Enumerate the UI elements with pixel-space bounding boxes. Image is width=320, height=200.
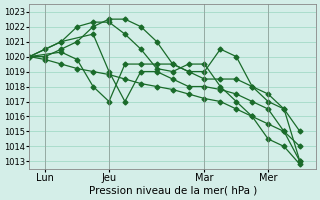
- X-axis label: Pression niveau de la mer( hPa ): Pression niveau de la mer( hPa ): [89, 186, 257, 196]
